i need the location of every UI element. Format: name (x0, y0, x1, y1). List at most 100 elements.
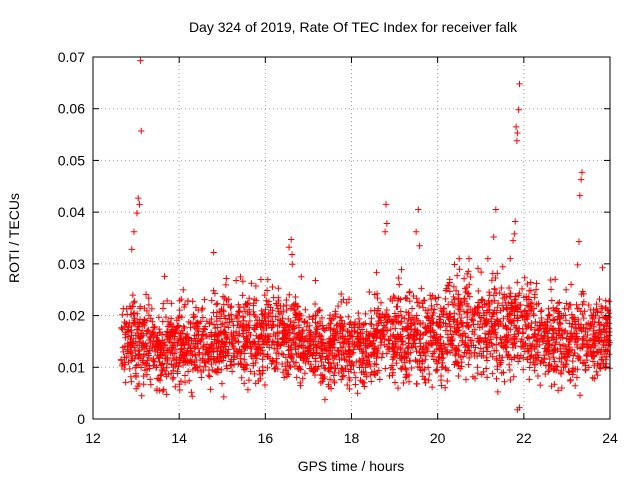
data-point (556, 299, 563, 306)
data-point (357, 377, 364, 384)
data-point (251, 296, 258, 303)
data-point (555, 325, 562, 332)
data-point (390, 318, 397, 325)
data-point (453, 345, 460, 352)
data-point (316, 307, 323, 314)
data-point (444, 348, 451, 356)
data-point (391, 294, 398, 301)
data-point (189, 352, 196, 359)
data-point (501, 378, 508, 385)
data-point (164, 318, 172, 325)
data-point (279, 368, 287, 376)
data-point (550, 346, 558, 353)
data-point (280, 324, 287, 331)
data-point (505, 361, 513, 368)
data-point (585, 364, 593, 371)
data-point (149, 357, 157, 364)
data-point (171, 335, 178, 343)
data-point (148, 343, 156, 350)
data-point (122, 379, 129, 386)
data-point (574, 305, 581, 312)
data-point (240, 380, 248, 387)
data-point (211, 290, 219, 297)
data-point (454, 317, 461, 325)
data-point (463, 342, 471, 349)
data-point (517, 308, 525, 316)
data-point (228, 361, 235, 369)
data-point (332, 353, 340, 360)
data-point (245, 376, 253, 384)
data-point (167, 315, 175, 322)
data-point (603, 316, 611, 323)
data-point (560, 328, 568, 336)
data-point (390, 292, 397, 300)
data-point (406, 289, 413, 296)
chart-title: Day 324 of 2019, Rate Of TEC Index for r… (189, 19, 518, 35)
data-point (123, 354, 130, 361)
data-point (406, 288, 414, 295)
data-point (315, 363, 322, 370)
data-point (290, 358, 297, 366)
data-point (476, 303, 483, 310)
data-point (193, 364, 201, 371)
data-point (283, 296, 290, 304)
data-point (589, 352, 596, 360)
data-point (507, 376, 514, 384)
data-point (361, 352, 369, 360)
data-point (599, 264, 606, 271)
data-point (157, 372, 164, 379)
data-point (345, 338, 353, 345)
data-point (540, 352, 548, 359)
data-point (550, 365, 558, 372)
data-point (213, 317, 221, 325)
data-point (178, 313, 186, 321)
data-point (437, 372, 445, 380)
data-point (427, 328, 434, 335)
data-point (426, 292, 434, 299)
data-point (586, 344, 594, 352)
data-point (233, 347, 240, 355)
data-point (432, 367, 440, 375)
data-point (497, 307, 504, 314)
data-point (280, 374, 288, 381)
data-point (452, 358, 460, 365)
data-point (393, 359, 400, 367)
data-point (491, 320, 498, 327)
data-point (438, 382, 445, 389)
y-tick-label: 0.03 (58, 256, 85, 272)
data-point (238, 374, 245, 381)
data-point (147, 339, 154, 347)
x-tick-label: 22 (516, 430, 532, 446)
data-point (545, 341, 552, 348)
data-point (142, 342, 150, 349)
data-point (138, 332, 145, 340)
data-point (214, 365, 222, 373)
data-point (261, 381, 269, 389)
data-point (494, 299, 502, 307)
x-tick-label: 24 (602, 430, 618, 446)
data-point (178, 295, 185, 303)
data-point (508, 308, 516, 315)
data-point (434, 360, 441, 367)
data-point (511, 230, 518, 238)
data-point (126, 343, 134, 351)
data-point (321, 327, 328, 334)
data-point (147, 381, 155, 388)
data-point (161, 273, 168, 280)
data-point (181, 301, 189, 308)
data-point (483, 357, 491, 364)
data-point (173, 317, 181, 324)
data-point (269, 357, 276, 364)
data-point (191, 344, 198, 352)
data-point (339, 373, 346, 380)
data-point (514, 279, 521, 286)
data-point (455, 362, 462, 369)
data-point (456, 266, 463, 273)
data-point (184, 334, 192, 341)
data-point (590, 323, 598, 330)
data-point (181, 372, 189, 379)
data-point (478, 296, 486, 303)
data-point (562, 286, 570, 293)
data-point (453, 272, 461, 279)
data-point (250, 362, 257, 369)
